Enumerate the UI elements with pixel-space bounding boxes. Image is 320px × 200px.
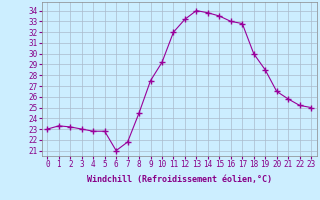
X-axis label: Windchill (Refroidissement éolien,°C): Windchill (Refroidissement éolien,°C) [87, 175, 272, 184]
